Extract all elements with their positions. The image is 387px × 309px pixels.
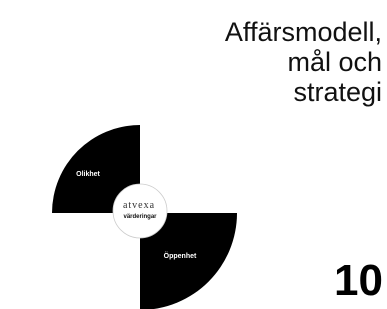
title-line: Affärsmodell,: [225, 17, 382, 47]
center-circle: [113, 184, 167, 238]
title-line: strategi: [293, 77, 382, 107]
segment-label: Öppenhet: [164, 251, 197, 260]
center-label: värderingar: [123, 214, 157, 220]
page: Affärsmodell, mål och strategi Olikhet Ö…: [0, 0, 387, 309]
segment-label: Olikhet: [76, 171, 100, 178]
logo: atvexa: [123, 200, 155, 211]
page-number: 10: [334, 256, 383, 305]
title-line: mål och: [287, 47, 382, 77]
